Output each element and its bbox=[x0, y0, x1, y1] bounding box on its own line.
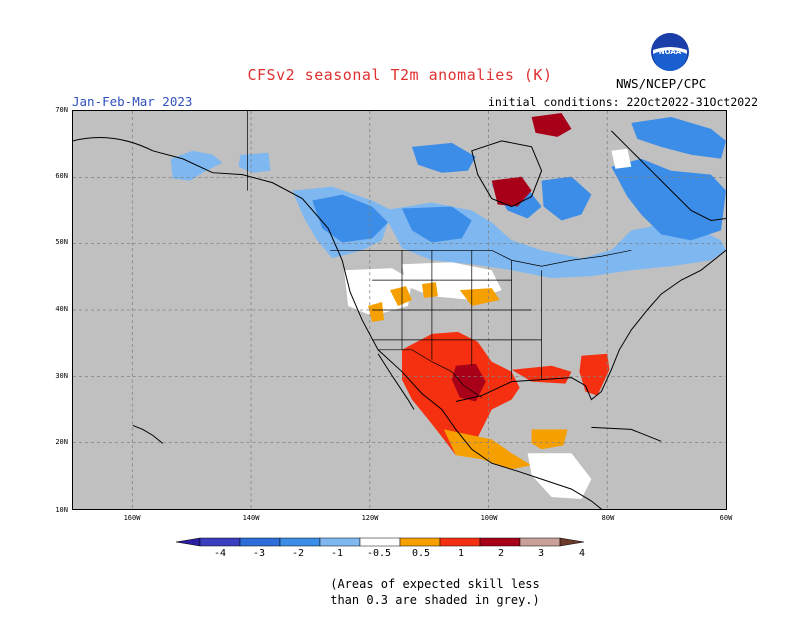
noaa-logo: NOAA bbox=[651, 33, 689, 71]
lon-label: 140W bbox=[242, 514, 260, 522]
state-lines bbox=[372, 250, 542, 380]
colorbar-label: 2 bbox=[497, 548, 505, 559]
lon-label: 80W bbox=[601, 514, 615, 522]
california-warm-patches bbox=[368, 302, 385, 322]
colorbar-segment bbox=[279, 537, 321, 547]
canada-blue-anomaly bbox=[312, 194, 389, 243]
ontario-warm-anomaly bbox=[531, 112, 572, 137]
colorbar-label: -3 bbox=[252, 548, 266, 559]
rockies-warm-patches bbox=[390, 286, 412, 307]
lat-label: 10N bbox=[55, 506, 68, 514]
colorbar-label: 0.5 bbox=[411, 548, 431, 559]
colorbar-arrow-low bbox=[175, 537, 201, 547]
forecast-period: Jan-Feb-Mar 2023 bbox=[72, 94, 193, 109]
colorbar-arrow-high bbox=[559, 537, 585, 547]
skill-note-line-1: (Areas of expected skill less bbox=[330, 577, 540, 591]
wyoming-warm-patches bbox=[421, 282, 438, 299]
lon-label: 160W bbox=[123, 514, 141, 522]
colorbar-segment bbox=[399, 537, 441, 547]
yukon-cool-anomaly bbox=[238, 152, 271, 173]
lat-label: 50N bbox=[55, 238, 68, 246]
colorbar-label: -1 bbox=[330, 548, 344, 559]
great-lakes-warm-anomaly bbox=[491, 176, 532, 207]
colorbar-labels: -4 -3 -2 -1 -0.5 0.5 1 2 3 4 bbox=[170, 548, 630, 562]
colorbar-label: 4 bbox=[578, 548, 586, 559]
colorbar-segment bbox=[479, 537, 521, 547]
colorbar-segment bbox=[319, 537, 361, 547]
lon-label: 100W bbox=[480, 514, 498, 522]
baja bbox=[377, 353, 415, 410]
central-america-neutral bbox=[527, 453, 592, 500]
lat-label: 30N bbox=[55, 372, 68, 380]
greenland-neutral bbox=[611, 148, 632, 169]
prairie-blue-anomaly bbox=[401, 206, 472, 243]
skill-note-line-2: than 0.3 are shaded in grey.) bbox=[330, 593, 540, 607]
hudson-bay bbox=[471, 140, 543, 208]
lat-label: 70N bbox=[55, 106, 68, 114]
colorbar-label: -0.5 bbox=[366, 548, 392, 559]
arctic-blue-anomaly bbox=[631, 116, 726, 159]
colorbar-segment bbox=[199, 537, 241, 547]
colorbar bbox=[175, 537, 585, 547]
logo-text: NOAA bbox=[659, 48, 682, 56]
colorbar-segment bbox=[359, 537, 401, 547]
coastlines bbox=[73, 130, 726, 509]
colorbar-segment bbox=[239, 537, 281, 547]
labrador bbox=[610, 130, 726, 221]
gulf-coast bbox=[455, 249, 726, 403]
colorado-warm-patches bbox=[459, 288, 500, 307]
skill-note: (Areas of expected skill less than 0.3 a… bbox=[0, 576, 800, 608]
map-title: CFSv2 seasonal T2m anomalies (K) bbox=[247, 66, 553, 84]
anomaly-shading bbox=[170, 112, 726, 500]
mexico-warm-fringe bbox=[443, 429, 532, 470]
initial-conditions: initial conditions: 22Oct2022-31Oct2022 bbox=[488, 95, 759, 109]
anomaly-map bbox=[72, 110, 727, 510]
boundaries bbox=[247, 111, 632, 398]
lat-label: 20N bbox=[55, 438, 68, 446]
labrador-blue-anomaly bbox=[611, 158, 726, 241]
texas-hot-core bbox=[451, 363, 486, 402]
us-canada-border bbox=[330, 249, 632, 267]
colorbar-segment bbox=[439, 537, 481, 547]
agency-label: NWS/NCEP/CPC bbox=[616, 76, 707, 91]
nwt-blue-anomaly bbox=[411, 142, 476, 173]
yucatan-warm-fringe bbox=[531, 429, 568, 450]
hawaii bbox=[132, 424, 164, 444]
colorbar-label: 1 bbox=[457, 548, 465, 559]
colorbar-segment bbox=[519, 537, 561, 547]
florida-warm-anomaly bbox=[579, 353, 610, 396]
us-mexico-border bbox=[378, 349, 482, 398]
lon-label: 60W bbox=[719, 514, 733, 522]
alaska-coast bbox=[73, 137, 602, 509]
colorbar-label: -2 bbox=[291, 548, 305, 559]
lon-label: 120W bbox=[361, 514, 379, 522]
quebec-blue-anomaly bbox=[541, 176, 592, 221]
lat-label: 40N bbox=[55, 305, 68, 313]
colorbar-label: 3 bbox=[537, 548, 545, 559]
cuba bbox=[591, 426, 662, 442]
lat-label: 60N bbox=[55, 172, 68, 180]
colorbar-label: -4 bbox=[213, 548, 227, 559]
graticule bbox=[73, 111, 726, 509]
